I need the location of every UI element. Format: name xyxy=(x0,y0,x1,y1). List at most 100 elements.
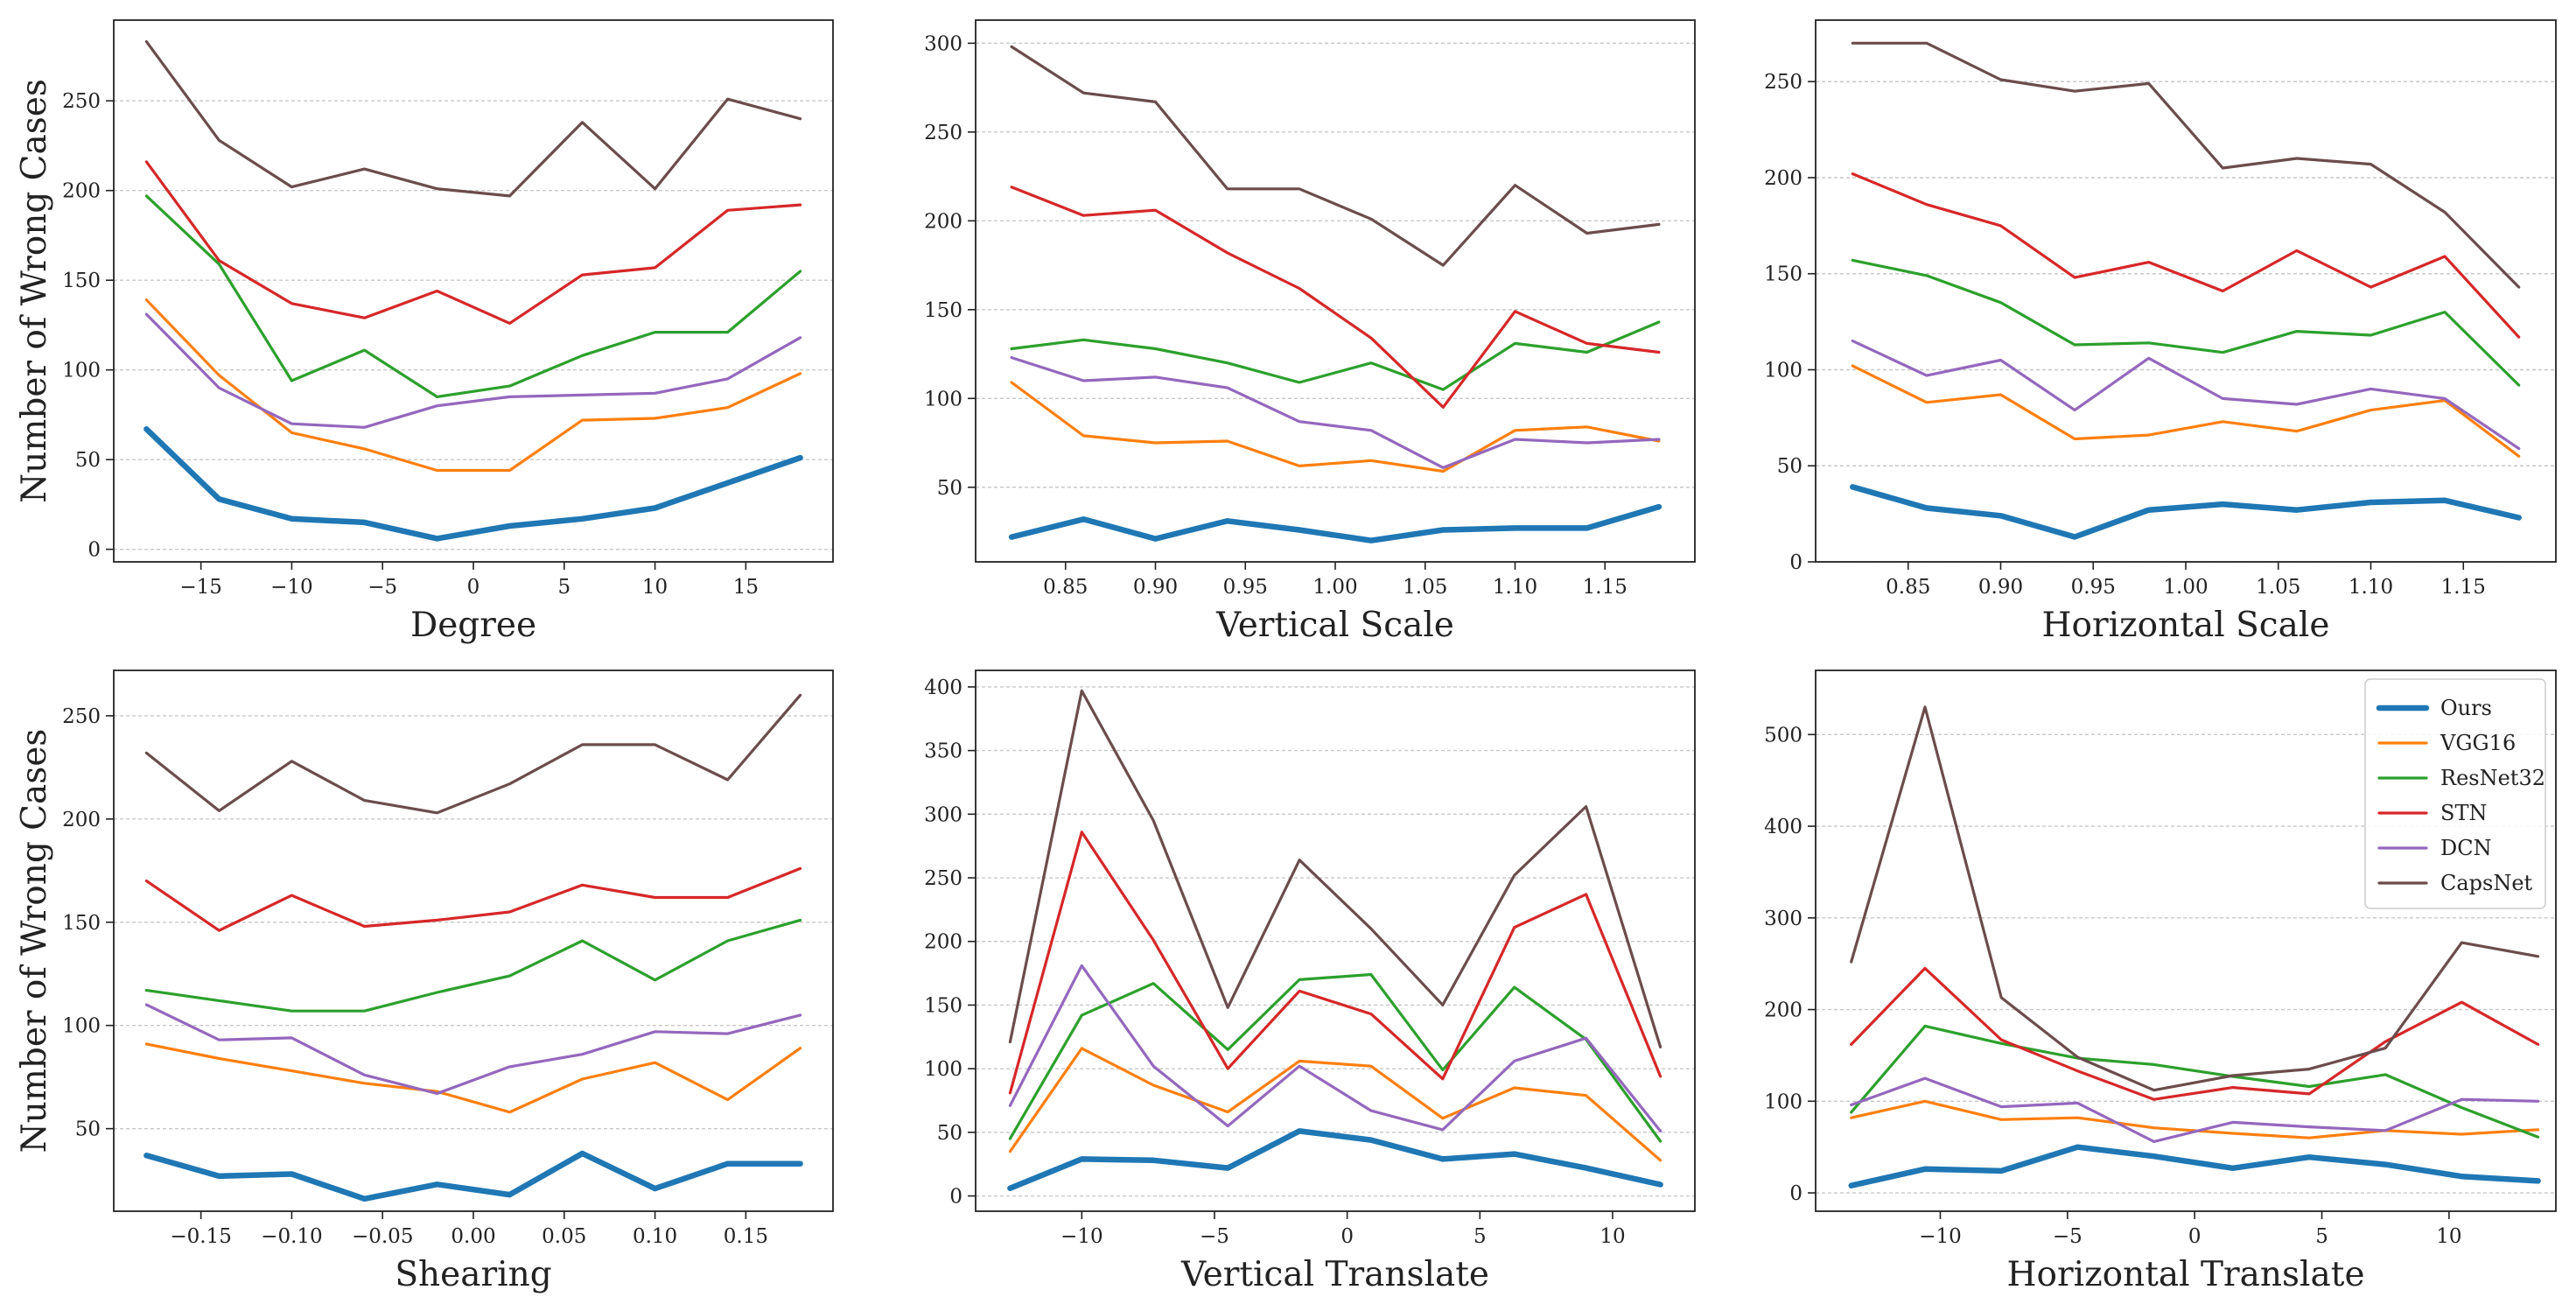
x-tick-label: 0 xyxy=(2188,1225,2202,1248)
series-line-dcn xyxy=(1010,356,1661,470)
y-tick-label: 200 xyxy=(1764,167,1802,190)
x-tick-label: 0.15 xyxy=(724,1225,768,1248)
y-tick-label: 50 xyxy=(75,1118,101,1141)
x-tick-label: 1.15 xyxy=(2441,576,2486,599)
y-tick-label: 500 xyxy=(1764,724,1802,747)
x-tick-label: 1.05 xyxy=(1403,576,1447,599)
series-line-vgg16 xyxy=(1008,1047,1662,1162)
series-line-ours xyxy=(1848,1144,2541,1188)
series-line-stn xyxy=(1851,172,2521,339)
x-tick-label: −10 xyxy=(1919,1225,1962,1248)
y-tick-label: 150 xyxy=(62,912,101,935)
chart-panel-1: 0 50 100 150 200 250 −15 −10 −5 0 5 10 15 Degree Numbe… xyxy=(15,19,834,645)
series-line-stn xyxy=(1008,831,1662,1095)
y-tick-label: 200 xyxy=(62,180,101,203)
y-tick-label: 350 xyxy=(924,740,962,763)
x-tick-label: 15 xyxy=(733,576,759,599)
y-tick-label: 0 xyxy=(1789,1182,1802,1205)
series-line-dcn xyxy=(1008,964,1662,1133)
x-tick-label: −5 xyxy=(1200,1225,1229,1248)
series-line-stn xyxy=(144,160,802,325)
plot-frame xyxy=(1815,19,2557,563)
series-line-dcn xyxy=(144,1003,802,1096)
x-tick-label: 0 xyxy=(467,576,480,599)
y-tick-label: 200 xyxy=(1764,999,1802,1022)
y-tick-label: 100 xyxy=(1764,1090,1802,1113)
chart-panel-3: 0 50 100 150 200 250 0.85 0.90 0.95 1.00 1.05 1.10 1… xyxy=(1764,19,2557,645)
x-tick-label: −0.15 xyxy=(170,1225,231,1248)
y-tick-label: 250 xyxy=(924,122,962,144)
chart-panel-6: 0 100 200 300 400 500 −10 −5 0 5 10 Horizontal Tran… xyxy=(1764,670,2557,1294)
x-tick-label: 0.90 xyxy=(1978,576,2023,599)
series-line-capsnet xyxy=(1850,705,2540,1092)
y-axis-label: Number of Wrong Cases xyxy=(15,79,54,503)
y-tick-label: 100 xyxy=(1764,359,1802,382)
x-tick-label: 0.90 xyxy=(1133,576,1178,599)
x-tick-label: 10 xyxy=(1600,1225,1625,1248)
x-tick-label: 10 xyxy=(2436,1225,2461,1248)
y-tick-label: 100 xyxy=(62,1015,101,1038)
y-tick-label: 50 xyxy=(75,449,101,472)
series-line-vgg16 xyxy=(1851,364,2521,458)
plot-frame xyxy=(975,19,1696,563)
series-line-ours xyxy=(1850,484,2522,540)
y-tick-label: 50 xyxy=(1777,455,1802,478)
series-line-stn xyxy=(1010,186,1661,409)
plot-frame xyxy=(975,670,1696,1212)
series-line-vgg16 xyxy=(144,298,802,473)
series-line-ours xyxy=(144,1150,803,1202)
series-line-capsnet xyxy=(144,693,802,815)
x-tick-label: 5 xyxy=(557,576,570,599)
series-line-capsnet xyxy=(1010,45,1661,267)
series-line-stn xyxy=(1850,966,2540,1101)
series-line-resnet32 xyxy=(1851,258,2521,387)
x-tick-label: 0.10 xyxy=(633,1225,677,1248)
y-tick-label: 200 xyxy=(924,931,962,954)
series-line-dcn xyxy=(144,312,802,429)
y-tick-label: 50 xyxy=(937,1122,962,1145)
x-tick-label: −0.10 xyxy=(261,1225,322,1248)
x-tick-label: −10 xyxy=(1060,1225,1103,1248)
series-line-ours xyxy=(144,426,803,542)
x-tick-label: 0.05 xyxy=(542,1225,586,1248)
chart-panel-5: 0 50 100 150 200 250 300 350 400 −10 −5 0 5 10 Vertica… xyxy=(924,670,1696,1294)
y-tick-label: 150 xyxy=(924,299,962,322)
y-tick-label: 0 xyxy=(949,1186,962,1209)
series-line-capsnet xyxy=(1008,689,1662,1049)
legend-label-ours: Ours xyxy=(2440,696,2492,720)
chart-panel-4: 50 100 150 200 250 −0.15 −0.10 −0.05 0.00 0.05 0.1… xyxy=(15,670,834,1294)
series-line-ours xyxy=(1007,1128,1663,1192)
x-tick-label: −5 xyxy=(2053,1225,2082,1248)
legend-label-stn: STN xyxy=(2440,801,2487,825)
y-tick-label: 100 xyxy=(924,1058,962,1081)
legend-label-vgg16: VGG16 xyxy=(2440,731,2516,755)
series-line-resnet32 xyxy=(1850,1024,2540,1139)
y-tick-label: 300 xyxy=(924,32,962,55)
series-line-stn xyxy=(144,866,802,932)
x-tick-label: 0.85 xyxy=(1043,576,1088,599)
y-tick-label: 150 xyxy=(1764,263,1802,286)
series-line-vgg16 xyxy=(1010,381,1661,473)
x-axis-label: Vertical Translate xyxy=(1180,1255,1489,1294)
x-axis-label: Horizontal Scale xyxy=(2042,606,2330,645)
x-tick-label: 1.00 xyxy=(1312,576,1357,599)
plot-frame xyxy=(1815,670,2557,1212)
x-tick-label: 1.05 xyxy=(2256,576,2300,599)
x-tick-label: 5 xyxy=(1474,1225,1487,1248)
x-tick-label: 0.85 xyxy=(1886,576,1930,599)
y-tick-label: 200 xyxy=(62,809,101,831)
legend: Ours VGG16 ResNet32 STN DCN CapsNet xyxy=(2364,678,2546,909)
x-axis-label: Shearing xyxy=(395,1255,551,1294)
y-tick-label: 50 xyxy=(937,477,962,500)
x-tick-label: 10 xyxy=(642,576,668,599)
x-tick-label: −0.05 xyxy=(352,1225,413,1248)
legend-box xyxy=(2364,678,2546,909)
x-tick-label: 0.95 xyxy=(2071,576,2116,599)
y-axis-label: Number of Wrong Cases xyxy=(15,729,54,1153)
y-tick-label: 0 xyxy=(88,539,101,562)
x-tick-label: −10 xyxy=(270,576,313,599)
y-tick-label: 200 xyxy=(924,210,962,233)
y-tick-label: 250 xyxy=(62,90,101,113)
y-tick-label: 250 xyxy=(62,705,101,728)
